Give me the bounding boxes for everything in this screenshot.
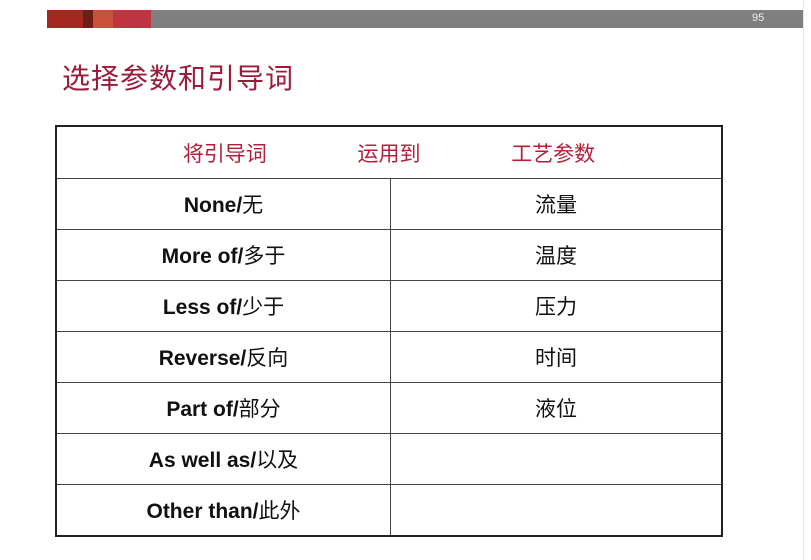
guideword-cell: Part of/部分 bbox=[55, 382, 391, 434]
parameter-cell bbox=[390, 484, 723, 537]
guideword-cell: More of/多于 bbox=[55, 229, 391, 281]
guideword-cn: 多于 bbox=[243, 244, 286, 268]
slide-title: 选择参数和引导词 bbox=[62, 62, 295, 95]
header-apply: 运用到 bbox=[357, 141, 421, 166]
guideword-cn: 少于 bbox=[242, 295, 285, 319]
guideword-en: Reverse/ bbox=[158, 347, 247, 370]
bar-segment bbox=[47, 10, 83, 28]
guideword-cell: Other than/此外 bbox=[55, 484, 391, 537]
table-row: As well as/以及 bbox=[55, 433, 723, 485]
table-row: None/无 流量 bbox=[55, 178, 723, 230]
guideword-en: Other than/ bbox=[146, 500, 259, 523]
bar-segment bbox=[93, 10, 113, 28]
header-parameter: 工艺参数 bbox=[511, 141, 596, 166]
parameter-cell bbox=[390, 433, 723, 485]
guideword-table: 将引导词 运用到 工艺参数 None/无 流量 More of/多于 温度 Less o… bbox=[55, 125, 723, 537]
table-row: More of/多于 温度 bbox=[55, 229, 723, 281]
parameter-cell: 流量 bbox=[390, 178, 723, 230]
guideword-cell: As well as/以及 bbox=[55, 433, 391, 485]
table-row: Other than/此外 bbox=[55, 484, 723, 537]
bar-segment bbox=[151, 10, 803, 28]
guideword-en: More of/ bbox=[161, 245, 244, 268]
table-row: Reverse/反向 时间 bbox=[55, 331, 723, 383]
guideword-cn: 无 bbox=[242, 193, 264, 217]
guideword-en: As well as/ bbox=[148, 449, 257, 472]
parameter-cell: 时间 bbox=[390, 331, 723, 383]
guideword-en: Less of/ bbox=[162, 296, 243, 319]
table-row: Part of/部分 液位 bbox=[55, 382, 723, 434]
parameter-cell: 液位 bbox=[390, 382, 723, 434]
page-number: 95 bbox=[752, 12, 765, 24]
bar-segment bbox=[83, 10, 93, 28]
table-header: 将引导词 运用到 工艺参数 bbox=[55, 125, 723, 179]
guideword-cn: 此外 bbox=[258, 499, 301, 523]
parameter-cell: 温度 bbox=[390, 229, 723, 281]
parameter-cell: 压力 bbox=[390, 280, 723, 332]
bar-segment bbox=[113, 10, 151, 28]
guideword-cell: None/无 bbox=[55, 178, 391, 230]
guideword-en: None/ bbox=[183, 194, 243, 217]
guideword-cell: Less of/少于 bbox=[55, 280, 391, 332]
table-row: Less of/少于 压力 bbox=[55, 280, 723, 332]
header-guideword: 将引导词 bbox=[182, 141, 267, 166]
guideword-cell: Reverse/反向 bbox=[55, 331, 391, 383]
guideword-cn: 部分 bbox=[238, 397, 281, 421]
guideword-cn: 反向 bbox=[246, 346, 289, 370]
header-cell: 将引导词 运用到 工艺参数 bbox=[55, 125, 723, 179]
guideword-en: Part of/ bbox=[166, 398, 239, 421]
slide-edge bbox=[803, 0, 804, 560]
guideword-cn: 以及 bbox=[256, 448, 299, 472]
